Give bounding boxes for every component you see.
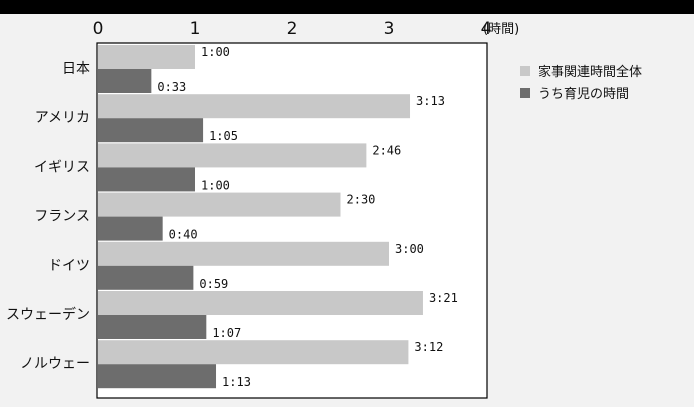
data-label: 3:00	[395, 242, 424, 256]
title-bar	[0, 0, 694, 14]
bar-total	[98, 192, 341, 217]
data-label: 2:46	[372, 143, 401, 157]
x-tick-label: 3	[384, 19, 395, 39]
bar-total	[98, 45, 195, 69]
category-label: ノルウェー	[20, 356, 90, 372]
x-axis-ticks: 0 1 2 3 4	[93, 19, 492, 39]
data-label: 1:00	[201, 45, 230, 59]
category-label: 日本	[62, 61, 90, 77]
chart-panel: 0 1 2 3 4 (時間) 1:00 0:33 3:13 1:05 2:46 1:00 2:30 0…	[0, 14, 694, 407]
legend-entry: 家事関連時間全体	[538, 64, 642, 80]
x-tick-label: 1	[190, 19, 201, 39]
data-label: 2:30	[347, 193, 376, 207]
x-tick-label: 0	[93, 19, 104, 39]
data-label: 3:13	[416, 94, 445, 108]
data-label: 1:13	[222, 375, 251, 389]
bar-total	[98, 241, 389, 266]
bar-childcare	[98, 315, 207, 339]
data-label: 1:07	[212, 326, 241, 340]
bar-childcare	[98, 118, 204, 143]
data-label: 3:12	[414, 340, 443, 354]
category-label: アメリカ	[35, 110, 90, 126]
bar-childcare	[98, 265, 194, 290]
bar-total	[98, 94, 411, 119]
category-label: ドイツ	[48, 258, 90, 274]
data-label: 0:59	[199, 277, 228, 291]
data-label: 1:05	[209, 129, 238, 143]
bar-total	[98, 340, 409, 365]
legend-entry: うち育児の時間	[538, 86, 629, 102]
bar-childcare	[98, 216, 163, 241]
bar-childcare	[98, 69, 152, 93]
legend-swatch	[520, 66, 530, 76]
x-axis-unit: (時間)	[483, 22, 519, 37]
x-tick-label: 4	[481, 19, 492, 39]
x-tick-label: 2	[287, 19, 298, 39]
data-label: 0:33	[157, 80, 186, 94]
bar-childcare	[98, 167, 195, 192]
data-label: 0:40	[169, 228, 198, 242]
category-label: スウェーデン	[6, 306, 90, 323]
legend-swatch	[520, 88, 530, 98]
category-label: イギリス	[34, 159, 90, 175]
bar-total	[98, 291, 423, 315]
bars: 1:00 0:33 3:13 1:05 2:46 1:00 2:30 0:40 3:00 0:59…	[98, 45, 458, 389]
category-label: フランス	[34, 209, 90, 225]
data-label: 1:00	[201, 178, 230, 192]
bar-childcare	[98, 364, 217, 389]
bar-total	[98, 143, 367, 168]
data-label: 3:21	[429, 291, 458, 305]
bar-chart: 0 1 2 3 4 (時間) 1:00 0:33 3:13 1:05 2:46 1:00 2:30 0…	[6, 19, 642, 399]
